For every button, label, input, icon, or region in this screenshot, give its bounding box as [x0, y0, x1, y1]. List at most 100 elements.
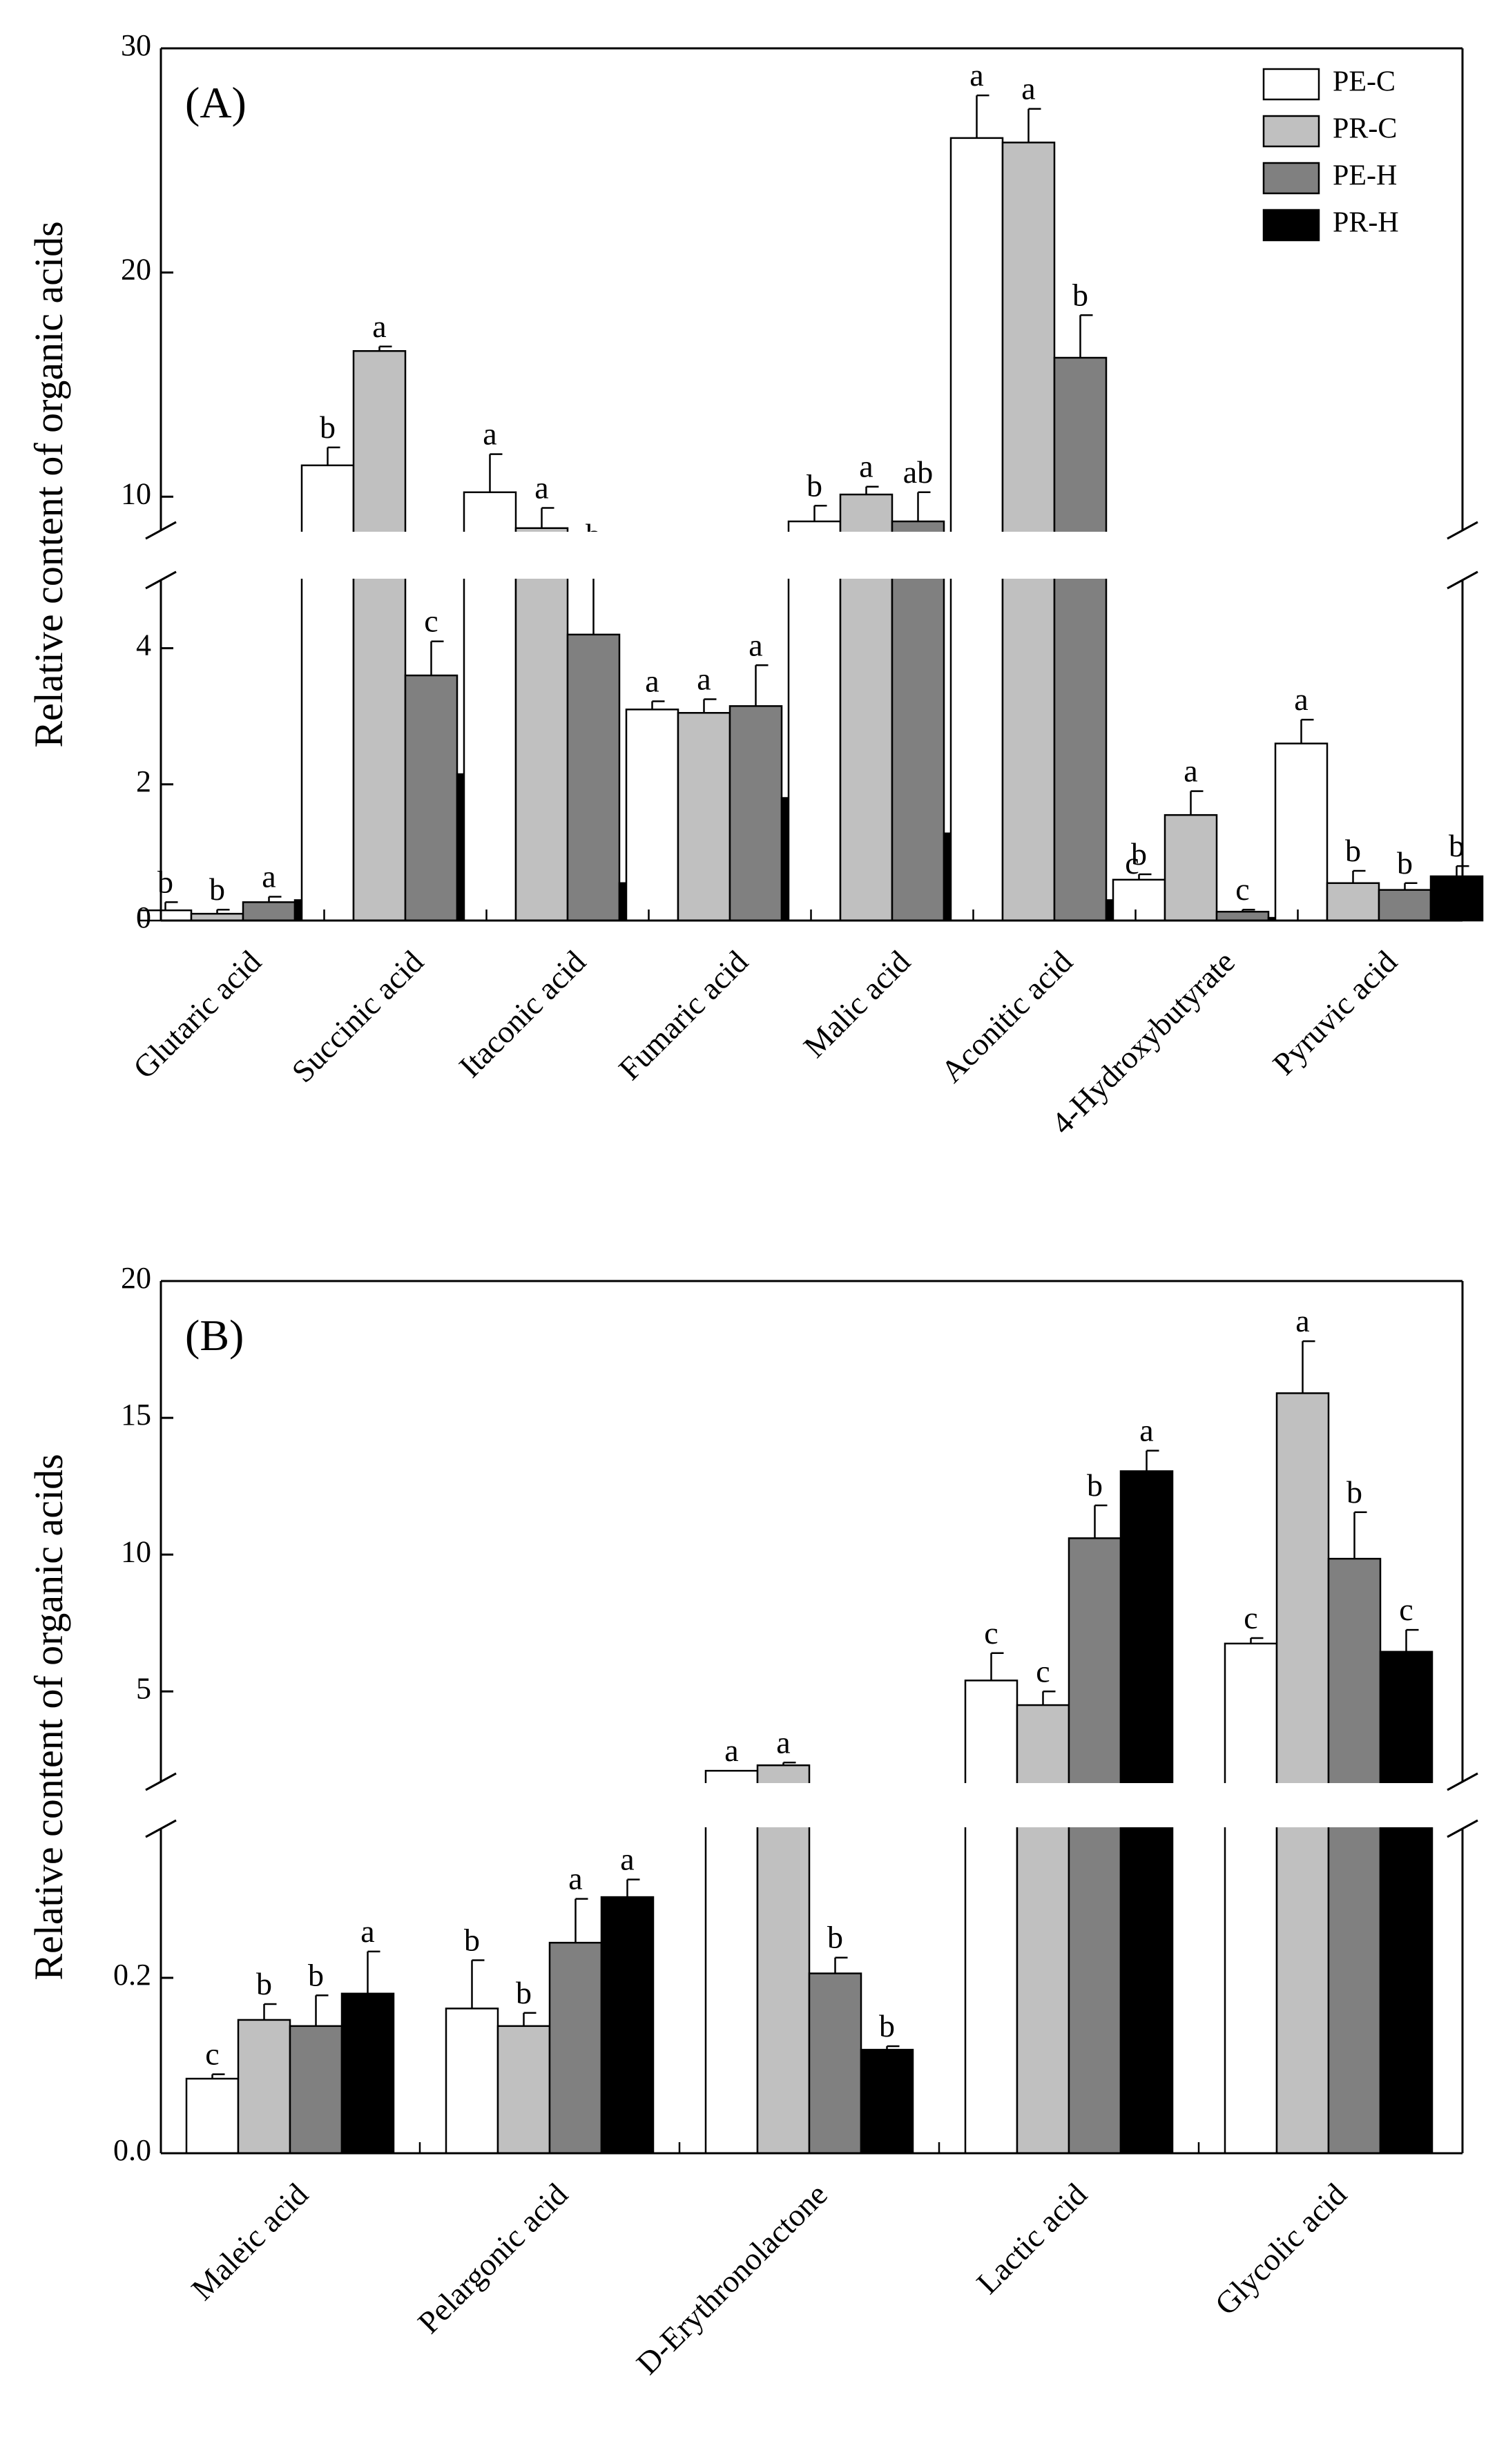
y-axis-label: Relative content of organic acids — [26, 221, 71, 747]
category-label: Lactic acid — [969, 2177, 1094, 2301]
bar — [352, 350, 407, 922]
legend-swatch — [1262, 68, 1320, 101]
significance-letter: b — [1449, 828, 1465, 863]
significance-letter: a — [859, 449, 873, 484]
bar — [1068, 1537, 1122, 2155]
significance-letter: a — [360, 1914, 374, 1949]
bar — [728, 705, 783, 922]
significance-letter: a — [1139, 1413, 1153, 1448]
significance-letter: a — [969, 57, 983, 93]
bar — [289, 2025, 343, 2155]
significance-letter: b — [1087, 1467, 1103, 1503]
significance-letter: c — [205, 2037, 219, 2072]
category-label: D-Erythronolactone — [630, 2177, 834, 2381]
category-label: Pyruvic acid — [1266, 944, 1404, 1082]
significance-letter: c — [1036, 1653, 1050, 1688]
bar — [625, 709, 679, 922]
legend-swatch — [1262, 115, 1320, 148]
significance-letter: a — [1021, 71, 1035, 106]
significance-letter: a — [645, 664, 659, 699]
significance-letter: ab — [903, 454, 933, 490]
bar — [860, 2048, 914, 2155]
significance-letter: b — [1345, 833, 1361, 868]
category-label: Glycolic acid — [1208, 2177, 1353, 2322]
significance-letter: b — [256, 1966, 272, 2001]
category-label: Aconitic acid — [934, 944, 1079, 1089]
bar — [600, 1896, 655, 2155]
y-axis-label: Relative content of organic acids — [26, 1454, 71, 1980]
significance-letter: a — [1294, 682, 1308, 717]
significance-letter: b — [1397, 845, 1413, 880]
bar — [1016, 1704, 1070, 2155]
category-label: Fumaric acid — [612, 944, 755, 1087]
bar — [1112, 878, 1166, 922]
significance-letter: c — [1244, 1600, 1257, 1635]
significance-letter: a — [568, 1861, 582, 1896]
axis-break-gap — [154, 1783, 1469, 1827]
legend-label: PR-C — [1333, 113, 1397, 145]
bar — [496, 2025, 551, 2155]
y-tick-label: 5 — [136, 1671, 151, 1705]
significance-letter: b — [320, 410, 336, 445]
legend-label: PR-H — [1333, 207, 1399, 239]
break-mark — [145, 521, 177, 540]
bar — [340, 1992, 395, 2155]
bar — [242, 901, 296, 922]
bar — [1274, 742, 1329, 922]
y-tick-label: 10 — [121, 477, 151, 510]
significance-letter: b — [157, 864, 173, 899]
significance-letter: c — [1399, 1592, 1413, 1627]
panel-b-chart: c b b a Maleic acid b b a a Pelargonic acid a a b b D-… — [26, 1261, 1478, 2381]
significance-letter: a — [372, 309, 386, 344]
bar — [891, 520, 945, 922]
bar — [1164, 814, 1218, 922]
significance-letter: b — [879, 2008, 895, 2043]
break-mark — [1447, 570, 1478, 590]
bar — [1379, 1650, 1433, 2155]
bar — [1215, 910, 1270, 922]
significance-letter: b — [308, 1957, 324, 1992]
bar — [1053, 356, 1108, 922]
y-tick-label: 20 — [121, 253, 151, 287]
significance-letter: c — [984, 1615, 998, 1650]
y-tick-label: 2 — [136, 764, 151, 798]
break-mark — [145, 1819, 177, 1838]
significance-letter: a — [749, 627, 762, 662]
panel-label: (B) — [185, 1311, 244, 1360]
break-mark — [1447, 521, 1478, 540]
bar — [1001, 142, 1056, 922]
bar — [445, 2008, 499, 2155]
y-tick-label: 0.0 — [113, 2133, 151, 2167]
significance-letter: a — [697, 662, 711, 697]
legend-label: PE-C — [1333, 66, 1396, 98]
bar — [1275, 1392, 1330, 2155]
y-tick-label: 0.2 — [113, 1958, 151, 1992]
significance-letter: a — [620, 1842, 634, 1877]
bar — [185, 2077, 240, 2155]
category-label: Succinic acid — [284, 944, 429, 1089]
bar — [756, 1764, 811, 2155]
legend-swatch — [1262, 162, 1320, 195]
bar — [548, 1941, 603, 2155]
category-label: Glutaric acid — [126, 944, 268, 1086]
bar — [404, 674, 458, 922]
category-label: Malic acid — [797, 944, 917, 1064]
bar — [704, 1769, 759, 2155]
significance-letter: a — [724, 1733, 738, 1768]
bar — [1378, 889, 1432, 922]
bar — [787, 520, 842, 922]
significance-letter: a — [483, 416, 496, 452]
significance-letter: a — [776, 1724, 790, 1760]
significance-letter: c — [1125, 845, 1139, 880]
y-tick-label: 10 — [121, 1534, 151, 1568]
break-mark — [145, 570, 177, 590]
panel-label: (A) — [185, 78, 247, 127]
break-mark — [1447, 1772, 1478, 1791]
bar — [949, 137, 1004, 922]
legend-label: PE-H — [1333, 160, 1397, 192]
significance-letter: b — [1346, 1474, 1362, 1510]
break-mark — [1447, 1819, 1478, 1838]
break-mark — [145, 1772, 177, 1791]
panel-a-chart: bbaaGlutaric acidbaccSuccinic acidaabcIt… — [26, 28, 1484, 1141]
